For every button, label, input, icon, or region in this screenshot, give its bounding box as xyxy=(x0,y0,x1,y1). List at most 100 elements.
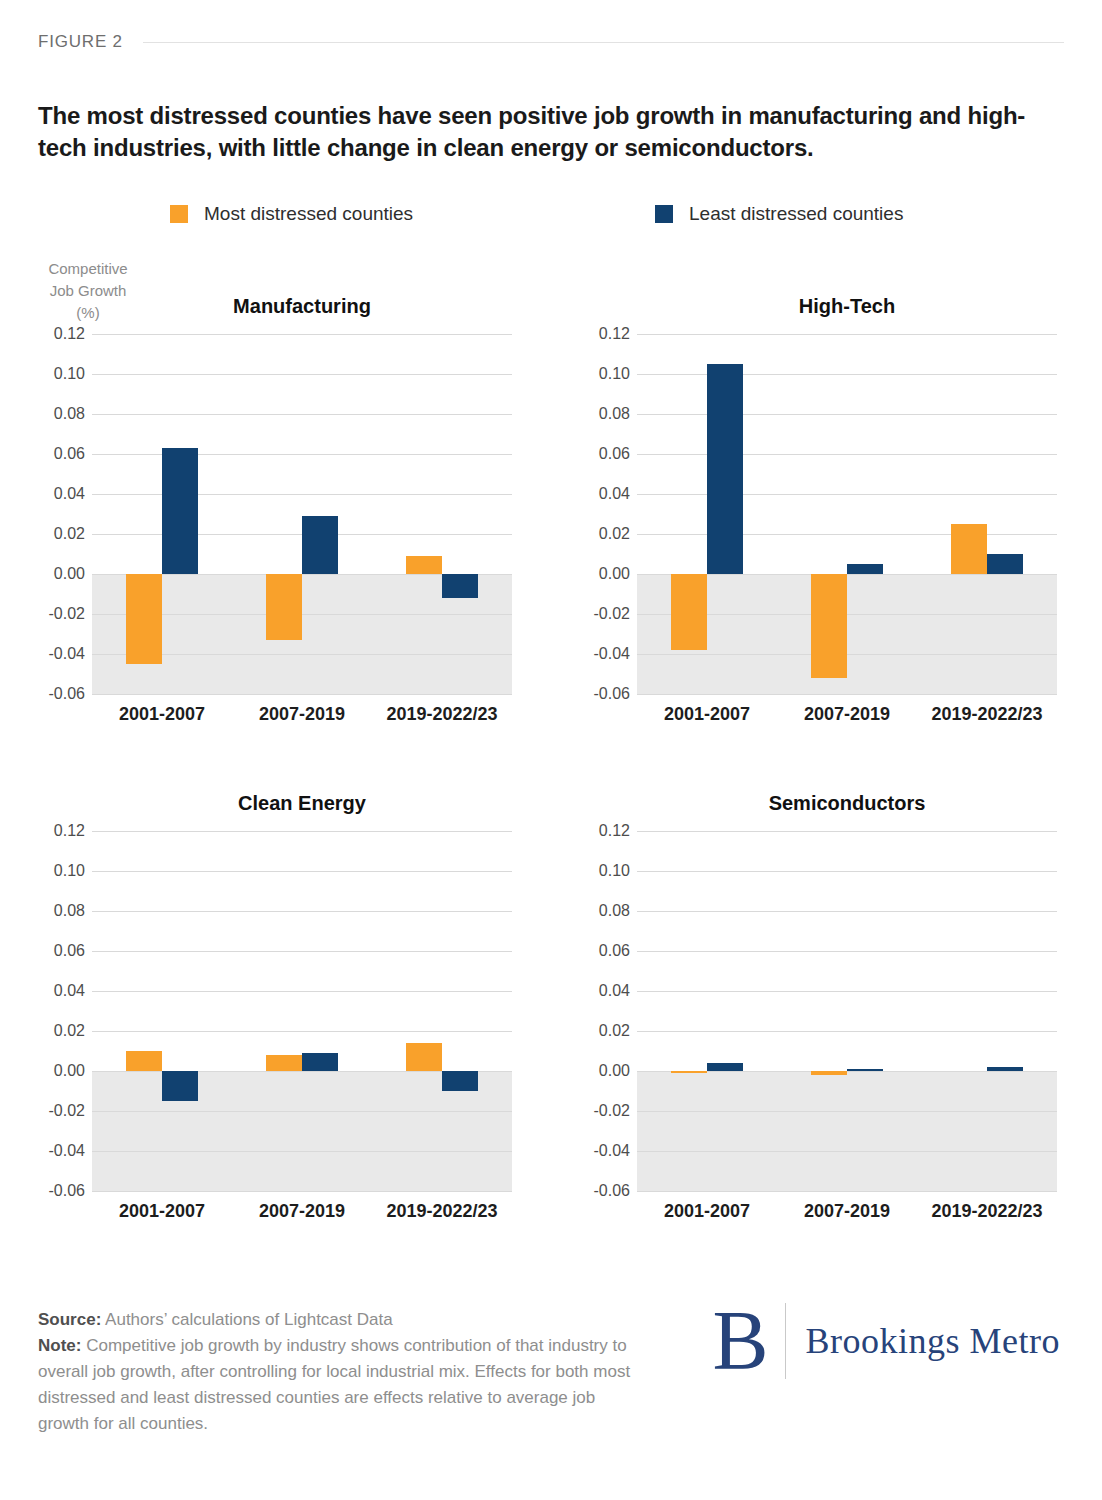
gridline xyxy=(92,831,512,832)
bar-least-distressed xyxy=(162,1071,198,1101)
figure-page: FIGURE 2 The most distressed counties ha… xyxy=(0,0,1102,1500)
chart-legend: Most distressed counties Least distresse… xyxy=(38,203,1064,227)
y-axis-ticks: 0.120.100.080.060.040.020.00-0.02-0.04-0… xyxy=(583,334,637,694)
gridline xyxy=(92,1111,512,1112)
bar-most-distressed xyxy=(266,574,302,640)
chart-title: Manufacturing xyxy=(92,295,512,318)
y-tick-label: 0.10 xyxy=(54,862,85,880)
gridline xyxy=(92,334,512,335)
y-tick-label: 0.08 xyxy=(54,405,85,423)
gridline xyxy=(637,1191,1057,1192)
logo-divider xyxy=(785,1303,786,1379)
bar-least-distressed xyxy=(442,1071,478,1091)
legend-label: Least distressed counties xyxy=(689,203,903,225)
bar-most-distressed xyxy=(811,574,847,678)
gridline xyxy=(637,374,1057,375)
x-tick-label: 2019-2022/23 xyxy=(931,704,1042,725)
bar-least-distressed xyxy=(302,1053,338,1071)
bar-least-distressed xyxy=(442,574,478,598)
plot-area xyxy=(637,334,1057,694)
x-tick-label: 2019-2022/23 xyxy=(931,1201,1042,1222)
source-note-block: Source: Authors’ calculations of Lightca… xyxy=(38,1307,650,1437)
y-tick-label: -0.02 xyxy=(594,1102,630,1120)
x-axis-labels: 2001-20072007-20192019-2022/23 xyxy=(92,704,512,730)
gridline xyxy=(637,951,1057,952)
axis-unit-line: Competitive xyxy=(48,260,127,277)
plot-area xyxy=(92,334,512,694)
gridline xyxy=(637,414,1057,415)
x-tick-label: 2001-2007 xyxy=(664,704,750,725)
figure-label: FIGURE 2 xyxy=(38,32,123,52)
bar-least-distressed xyxy=(162,448,198,574)
bar-most-distressed xyxy=(406,1043,442,1071)
y-tick-label: 0.06 xyxy=(599,942,630,960)
y-tick-label: 0.04 xyxy=(54,982,85,1000)
y-tick-label: 0.12 xyxy=(54,822,85,840)
gridline xyxy=(637,654,1057,655)
gridline xyxy=(637,911,1057,912)
chart-manufacturing: Manufacturing 0.120.100.080.060.040.020.… xyxy=(38,295,512,730)
x-axis-labels: 2001-20072007-20192019-2022/23 xyxy=(92,1201,512,1227)
figure-footer: Source: Authors’ calculations of Lightca… xyxy=(38,1307,1064,1437)
y-tick-label: -0.06 xyxy=(594,1182,630,1200)
gridline xyxy=(637,454,1057,455)
y-axis-ticks: 0.120.100.080.060.040.020.00-0.02-0.04-0… xyxy=(38,831,92,1191)
bar-least-distressed xyxy=(847,564,883,574)
charts-grid: Manufacturing 0.120.100.080.060.040.020.… xyxy=(38,295,1064,1227)
x-tick-label: 2001-2007 xyxy=(664,1201,750,1222)
axis-unit-line: Job Growth xyxy=(50,282,127,299)
y-tick-label: 0.10 xyxy=(54,365,85,383)
logo-wordmark: Brookings Metro xyxy=(806,1320,1061,1362)
gridline xyxy=(637,534,1057,535)
y-tick-label: 0.08 xyxy=(599,405,630,423)
gridline xyxy=(92,1031,512,1032)
y-tick-label: 0.12 xyxy=(599,822,630,840)
y-tick-label: 0.10 xyxy=(599,365,630,383)
y-tick-label: 0.06 xyxy=(599,445,630,463)
figure-header: FIGURE 2 xyxy=(38,0,1064,52)
page-title: The most distressed counties have seen p… xyxy=(38,100,1053,163)
x-axis-labels: 2001-20072007-20192019-2022/23 xyxy=(637,1201,1057,1227)
gridline xyxy=(637,871,1057,872)
plot-area xyxy=(92,831,512,1191)
y-tick-label: 0.12 xyxy=(54,325,85,343)
gridline xyxy=(637,831,1057,832)
y-tick-label: 0.04 xyxy=(599,982,630,1000)
y-axis-ticks: 0.120.100.080.060.040.020.00-0.02-0.04-0… xyxy=(38,334,92,694)
y-tick-label: 0.00 xyxy=(54,1062,85,1080)
gridline xyxy=(92,694,512,695)
y-tick-label: 0.00 xyxy=(599,565,630,583)
plot-area xyxy=(637,831,1057,1191)
bar-most-distressed xyxy=(266,1055,302,1071)
bar-least-distressed xyxy=(847,1069,883,1071)
gridline xyxy=(92,991,512,992)
gridline xyxy=(92,1151,512,1152)
legend-item-least-distressed: Least distressed counties xyxy=(655,203,903,225)
y-tick-label: 0.04 xyxy=(54,485,85,503)
y-tick-label: -0.04 xyxy=(594,645,630,663)
source-text: Authors’ calculations of Lightcast Data xyxy=(101,1310,392,1329)
bar-most-distressed xyxy=(671,574,707,650)
x-tick-label: 2007-2019 xyxy=(804,704,890,725)
bar-least-distressed xyxy=(987,1067,1023,1071)
gridline xyxy=(637,1111,1057,1112)
gridline xyxy=(637,1151,1057,1152)
brookings-b-logo-icon: B xyxy=(712,1301,768,1381)
bar-least-distressed xyxy=(302,516,338,574)
gridline xyxy=(637,494,1057,495)
legend-item-most-distressed: Most distressed counties xyxy=(170,203,413,225)
gridline xyxy=(637,991,1057,992)
y-tick-label: -0.02 xyxy=(49,605,85,623)
y-tick-label: 0.00 xyxy=(54,565,85,583)
chart-title: Semiconductors xyxy=(637,792,1057,815)
y-tick-label: 0.06 xyxy=(54,445,85,463)
bar-most-distressed xyxy=(406,556,442,574)
bar-least-distressed xyxy=(707,1063,743,1071)
note-text: Competitive job growth by industry shows… xyxy=(38,1336,630,1433)
x-tick-label: 2019-2022/23 xyxy=(386,704,497,725)
y-tick-label: 0.00 xyxy=(599,1062,630,1080)
y-tick-label: 0.12 xyxy=(599,325,630,343)
gridline xyxy=(92,374,512,375)
gridline xyxy=(92,1191,512,1192)
gridline xyxy=(92,951,512,952)
